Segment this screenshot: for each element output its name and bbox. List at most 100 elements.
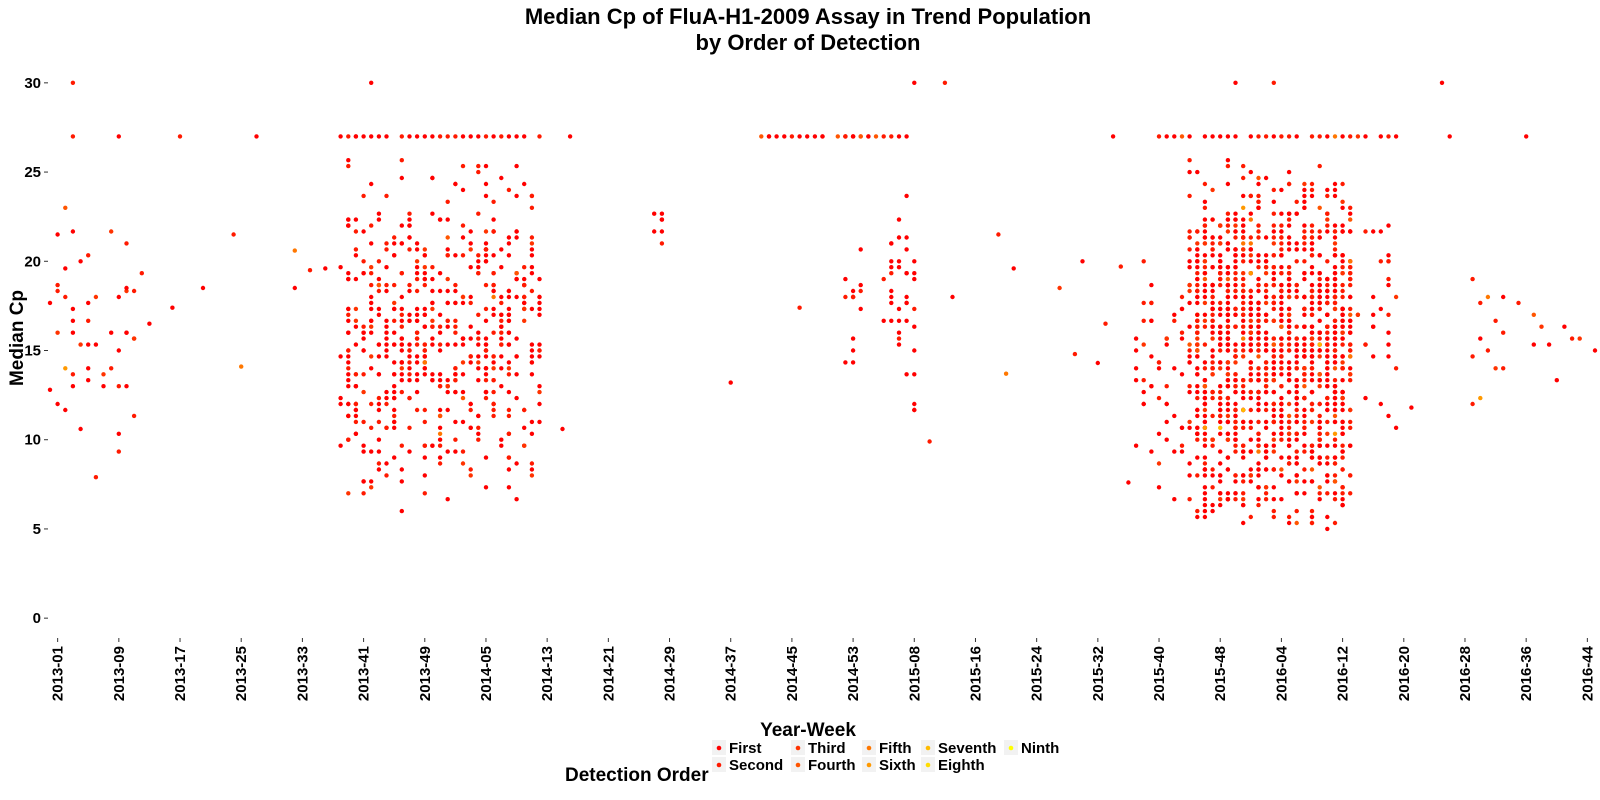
data-point	[1263, 342, 1269, 347]
data-point	[460, 449, 466, 454]
data-point	[353, 276, 359, 282]
data-point	[1172, 413, 1177, 419]
data-point	[1241, 163, 1246, 169]
data-point	[483, 259, 489, 264]
data-point	[307, 268, 313, 273]
data-point	[904, 193, 909, 199]
data-point	[896, 336, 902, 341]
data-point	[1332, 324, 1338, 329]
data-point	[430, 175, 435, 181]
data-point	[1202, 502, 1208, 508]
data-point	[1279, 467, 1284, 472]
data-point	[529, 271, 535, 276]
data-point	[1325, 324, 1330, 329]
data-point	[1325, 443, 1330, 448]
data-point	[1210, 443, 1215, 448]
data-point	[86, 342, 91, 347]
data-point	[1302, 443, 1307, 448]
data-point	[1233, 443, 1238, 448]
data-point	[1317, 443, 1322, 448]
data-point	[1340, 282, 1345, 288]
data-point	[1309, 479, 1315, 484]
data-point	[1286, 336, 1292, 341]
data-point	[1325, 455, 1330, 460]
data-point	[1302, 431, 1307, 436]
data-point	[506, 366, 512, 371]
data-point	[1248, 479, 1254, 484]
data-point	[812, 134, 818, 139]
data-point	[529, 354, 535, 359]
data-point	[1218, 497, 1223, 502]
data-point	[1340, 366, 1345, 371]
data-point	[1294, 431, 1299, 436]
data-point	[1202, 473, 1208, 478]
data-point	[254, 134, 259, 139]
data-point	[1241, 497, 1246, 502]
data-point	[1279, 306, 1284, 312]
y-tick-label: 15	[24, 343, 41, 360]
data-point	[522, 294, 527, 300]
data-point	[1225, 378, 1231, 383]
y-tick-label: 30	[24, 75, 41, 92]
data-point	[1202, 134, 1208, 139]
data-point	[414, 360, 420, 365]
data-point	[1241, 389, 1246, 395]
data-point	[1210, 366, 1215, 371]
data-point	[376, 306, 382, 312]
data-point	[843, 360, 848, 365]
data-point	[912, 276, 917, 282]
data-point	[483, 241, 489, 246]
data-point	[407, 348, 412, 353]
data-point	[437, 455, 443, 460]
data-point	[1011, 266, 1016, 271]
data-point	[1378, 259, 1384, 264]
data-point	[1470, 401, 1475, 407]
data-point	[1279, 437, 1284, 442]
data-point	[1340, 134, 1345, 139]
data-point	[1286, 348, 1292, 353]
data-point	[1317, 413, 1322, 419]
data-point	[1263, 401, 1269, 407]
data-point	[1256, 259, 1261, 264]
data-point	[1202, 318, 1208, 323]
data-point	[1241, 288, 1246, 294]
data-point	[1340, 443, 1345, 448]
data-point	[1286, 342, 1292, 347]
data-point	[491, 288, 496, 294]
data-point	[476, 330, 481, 335]
data-point	[1286, 294, 1292, 300]
data-point	[407, 449, 412, 454]
data-point	[338, 265, 343, 270]
data-point	[1332, 407, 1338, 413]
data-point	[1340, 491, 1345, 496]
data-point	[1218, 235, 1223, 240]
data-point	[896, 330, 902, 335]
data-point	[399, 372, 404, 377]
data-point	[407, 366, 412, 371]
data-point	[1218, 413, 1223, 419]
data-point	[369, 425, 374, 430]
data-point	[1325, 354, 1330, 359]
data-point	[399, 366, 404, 371]
data-point	[468, 247, 473, 252]
data-point	[78, 342, 83, 347]
data-point	[422, 491, 427, 496]
y-tick-label: 25	[24, 164, 41, 181]
data-point	[1263, 407, 1269, 413]
data-point	[407, 342, 412, 347]
data-point	[1371, 354, 1376, 359]
data-point	[437, 378, 443, 383]
data-point	[1378, 401, 1384, 407]
data-point	[1317, 354, 1322, 359]
data-point	[491, 271, 496, 276]
data-point	[476, 366, 481, 371]
data-point	[476, 312, 481, 317]
data-point	[399, 389, 404, 395]
data-point	[376, 282, 382, 288]
data-point	[361, 193, 366, 199]
chart-title-line2: by Order of Detection	[696, 30, 921, 55]
data-point	[1302, 223, 1307, 228]
data-point	[445, 253, 450, 258]
data-point	[1302, 229, 1307, 234]
data-point	[1332, 395, 1338, 401]
